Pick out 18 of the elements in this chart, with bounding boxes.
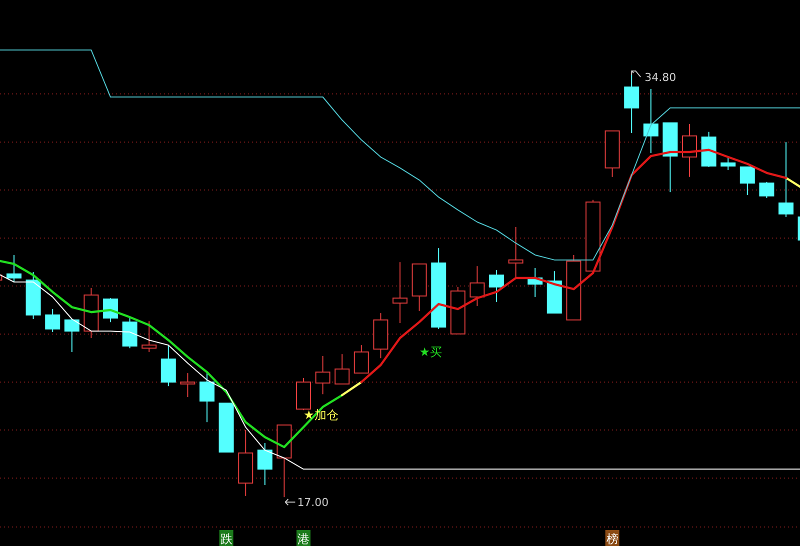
candlestick bbox=[489, 270, 504, 302]
candlestick bbox=[238, 429, 254, 496]
annotation: 17.00 bbox=[297, 496, 329, 510]
candlestick bbox=[643, 88, 658, 154]
annotation: ★加仓 bbox=[304, 408, 338, 422]
annotation: 34.80 bbox=[644, 70, 676, 84]
candlestick bbox=[200, 372, 214, 423]
candlestick bbox=[508, 226, 524, 278]
candlestick bbox=[180, 372, 196, 398]
candlestick bbox=[315, 356, 330, 395]
candlestick bbox=[624, 74, 640, 134]
candlestick bbox=[392, 262, 408, 324]
candlestick bbox=[142, 320, 157, 352]
candlestick bbox=[373, 312, 388, 359]
candlestick bbox=[470, 266, 485, 306]
candlestick bbox=[682, 124, 697, 178]
candlestick bbox=[84, 287, 99, 338]
annotation: ★买 bbox=[419, 345, 442, 359]
